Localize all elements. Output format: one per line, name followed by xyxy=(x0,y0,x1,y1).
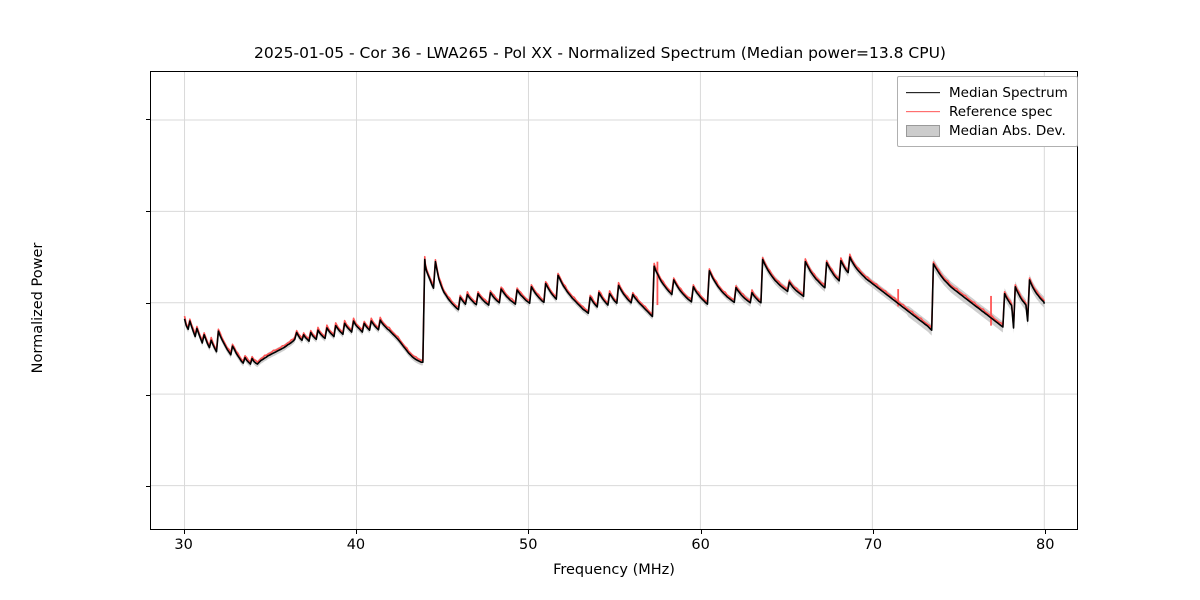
x-tick-label: 30 xyxy=(174,537,193,553)
x-tick-mark xyxy=(872,530,874,534)
x-tick-label: 70 xyxy=(863,537,883,553)
y-tick-mark xyxy=(146,394,150,396)
spectrum-plot xyxy=(151,72,1077,529)
chart-legend[interactable]: Median Spectrum Reference spec Median Ab… xyxy=(897,76,1078,147)
legend-label-reference-spec: Reference spec xyxy=(949,103,1053,120)
legend-swatch-median-abs-dev xyxy=(906,124,940,138)
legend-swatch-reference-spec xyxy=(906,105,940,119)
legend-label-median-spectrum: Median Spectrum xyxy=(949,84,1068,101)
x-tick-mark xyxy=(183,530,185,534)
x-tick-label: 80 xyxy=(1036,537,1055,553)
y-tick-mark xyxy=(146,210,150,212)
legend-item-median-abs-dev[interactable]: Median Abs. Dev. xyxy=(906,121,1068,140)
chart-title: 2025-01-05 - Cor 36 - LWA265 - Pol XX - … xyxy=(254,44,946,62)
x-tick-mark xyxy=(528,530,530,534)
reference-spec-line xyxy=(183,253,1046,363)
legend-item-reference-spec[interactable]: Reference spec xyxy=(906,102,1068,121)
legend-item-median-spectrum[interactable]: Median Spectrum xyxy=(906,83,1068,102)
legend-swatch-median-spectrum xyxy=(906,86,940,100)
median-spectrum-line xyxy=(183,256,1046,365)
x-axis-label: Frequency (MHz) xyxy=(553,562,675,578)
x-tick-mark xyxy=(700,530,702,534)
y-tick-mark xyxy=(146,119,150,121)
x-tick-label: 50 xyxy=(519,537,538,553)
median-abs-dev-band xyxy=(184,252,1045,368)
plot-area xyxy=(150,71,1078,530)
x-tick-mark xyxy=(355,530,357,534)
y-tick-mark xyxy=(146,486,150,488)
legend-label-median-abs-dev: Median Abs. Dev. xyxy=(949,122,1066,139)
x-tick-label: 60 xyxy=(691,537,710,553)
x-tick-label: 40 xyxy=(346,537,366,553)
x-tick-mark xyxy=(1045,530,1047,534)
y-tick-mark xyxy=(146,302,150,304)
